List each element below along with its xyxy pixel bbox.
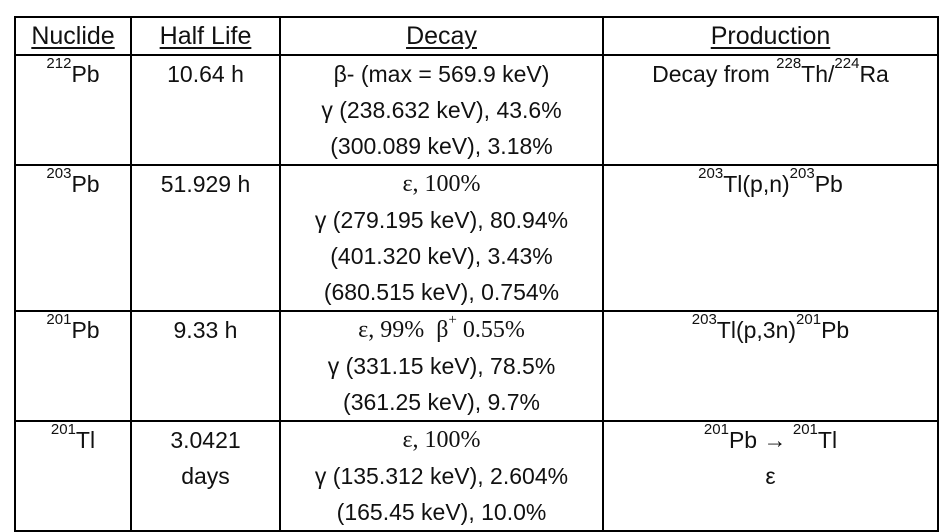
production-text: Th/ xyxy=(801,61,835,87)
decay-line: γ (331.15 keV), 78.5% xyxy=(327,353,556,379)
arrow-icon: → xyxy=(763,427,787,453)
production-line: 201Pb → 201Tl xyxy=(604,421,937,458)
mass-number: 203 xyxy=(698,165,724,182)
decay-line: (401.320 keV), 3.43% xyxy=(330,243,553,269)
decay-text: ε, 99% β xyxy=(358,317,449,343)
table-row: 212Pb 10.64 h β- (max = 569.9 keV) γ (23… xyxy=(14,54,939,166)
element-symbol: Pb xyxy=(71,61,100,87)
header-text: Nuclide xyxy=(31,22,115,50)
mass-number: 228 xyxy=(776,55,802,72)
mass-number: 203 xyxy=(691,311,717,328)
mass-number: 201 xyxy=(796,311,822,328)
element-symbol: Pb xyxy=(71,317,100,343)
mass-number: 212 xyxy=(46,55,72,72)
nuclide-cell: 212Pb xyxy=(14,54,132,166)
header-text: Production xyxy=(710,22,831,50)
header-row: Nuclide Half Life Decay Production xyxy=(14,16,939,56)
half-life-cell: 10.64 h xyxy=(130,54,281,166)
header-text: Half Life xyxy=(159,22,252,50)
production-text: Tl xyxy=(817,427,838,453)
mass-number: 203 xyxy=(789,165,815,182)
production-cell: Decay from 228Th/224Ra xyxy=(602,54,939,166)
production-text: Pb xyxy=(814,171,843,197)
decay-text: 0.55% xyxy=(456,317,525,343)
production-text: Pb xyxy=(821,317,850,343)
mass-number: 203 xyxy=(46,165,72,182)
half-life: 9.33 h xyxy=(173,317,238,343)
decay-line: γ (135.312 keV), 2.604% xyxy=(314,463,569,489)
production-cell: 201Pb → 201Tl ε xyxy=(602,420,939,532)
decay-line: γ (279.195 keV), 80.94% xyxy=(314,207,569,233)
production-text: Tl(p,n) xyxy=(723,171,790,197)
production-text: Ra xyxy=(859,61,889,87)
header-production: Production xyxy=(602,16,939,56)
mass-number: 201 xyxy=(46,311,72,328)
decay-line: β- (max = 569.9 keV) xyxy=(333,61,550,87)
decay-line: ε, 100% xyxy=(402,171,481,197)
nuclide-cell: 201Pb xyxy=(14,310,132,422)
half-life-cell: 9.33 h xyxy=(130,310,281,422)
production-cell: 203Tl(p,3n)201Pb xyxy=(602,310,939,422)
table-row: 203Pb 51.929 h ε, 100% γ (279.195 keV), … xyxy=(14,164,939,312)
decay-line: (361.25 keV), 9.7% xyxy=(343,389,540,415)
half-life: 10.64 h xyxy=(167,61,244,87)
decay-cell: β- (max = 569.9 keV) γ (238.632 keV), 43… xyxy=(279,54,604,166)
nuclide-table: Nuclide Half Life Decay Production 212Pb… xyxy=(14,16,939,532)
element-symbol: Pb xyxy=(71,171,100,197)
decay-cell: ε, 99% β+ 0.55% γ (331.15 keV), 78.5% (3… xyxy=(279,310,604,422)
header-decay: Decay xyxy=(279,16,604,56)
nuclide-cell: 203Pb xyxy=(14,164,132,312)
half-life-cell: 3.0421 days xyxy=(130,420,281,532)
decay-line: γ (238.632 keV), 43.6% xyxy=(321,97,562,123)
decay-cell: ε, 100% γ (279.195 keV), 80.94% (401.320… xyxy=(279,164,604,312)
half-life: 3.0421 xyxy=(170,427,241,453)
mass-number: 224 xyxy=(834,55,860,72)
decay-cell: ε, 100% γ (135.312 keV), 2.604% (165.45 … xyxy=(279,420,604,532)
decay-line: (165.45 keV), 10.0% xyxy=(336,499,547,525)
half-life: 51.929 h xyxy=(160,171,251,197)
production-line: ε xyxy=(765,463,776,489)
beta-plus-sup: + xyxy=(448,312,457,328)
decay-line: ε, 100% xyxy=(402,427,481,453)
decay-line: (300.089 keV), 3.18% xyxy=(330,133,553,159)
production-text: Pb xyxy=(728,427,764,453)
mass-number: 201 xyxy=(50,421,76,438)
production-text: Decay from xyxy=(652,61,777,87)
half-life-cell: 51.929 h xyxy=(130,164,281,312)
header-text: Decay xyxy=(406,22,477,50)
mass-number: 201 xyxy=(703,421,729,438)
half-life-unit: days xyxy=(181,463,230,489)
element-symbol: Tl xyxy=(75,427,96,453)
table-row: 201Tl 3.0421 days ε, 100% γ (135.312 keV… xyxy=(14,420,939,532)
header-half-life: Half Life xyxy=(130,16,281,56)
mass-number: 201 xyxy=(792,421,818,438)
production-text: Tl(p,3n) xyxy=(716,317,797,343)
nuclide-cell: 201Tl xyxy=(14,420,132,532)
production-cell: 203Tl(p,n)203Pb xyxy=(602,164,939,312)
decay-line: (680.515 keV), 0.754% xyxy=(323,279,560,305)
table-row: 201Pb 9.33 h ε, 99% β+ 0.55% γ (331.15 k… xyxy=(14,310,939,422)
decay-line: ε, 99% β+ 0.55% xyxy=(281,312,602,348)
header-nuclide: Nuclide xyxy=(14,16,132,56)
